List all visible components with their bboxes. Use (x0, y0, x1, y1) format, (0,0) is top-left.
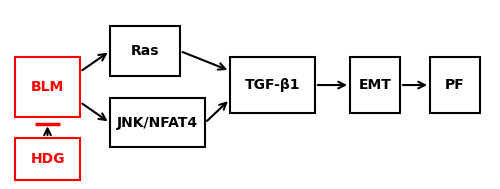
Text: JNK/NFAT4: JNK/NFAT4 (117, 116, 198, 130)
FancyBboxPatch shape (230, 57, 315, 113)
Text: Ras: Ras (131, 44, 160, 58)
FancyBboxPatch shape (15, 138, 80, 180)
Text: HDG: HDG (30, 152, 65, 166)
Text: EMT: EMT (358, 78, 392, 92)
FancyBboxPatch shape (15, 57, 80, 117)
Text: BLM: BLM (31, 80, 64, 94)
FancyBboxPatch shape (110, 26, 180, 76)
Text: PF: PF (445, 78, 465, 92)
Text: TGF-β1: TGF-β1 (245, 78, 300, 92)
FancyBboxPatch shape (430, 57, 480, 113)
FancyBboxPatch shape (110, 98, 205, 147)
FancyBboxPatch shape (350, 57, 400, 113)
